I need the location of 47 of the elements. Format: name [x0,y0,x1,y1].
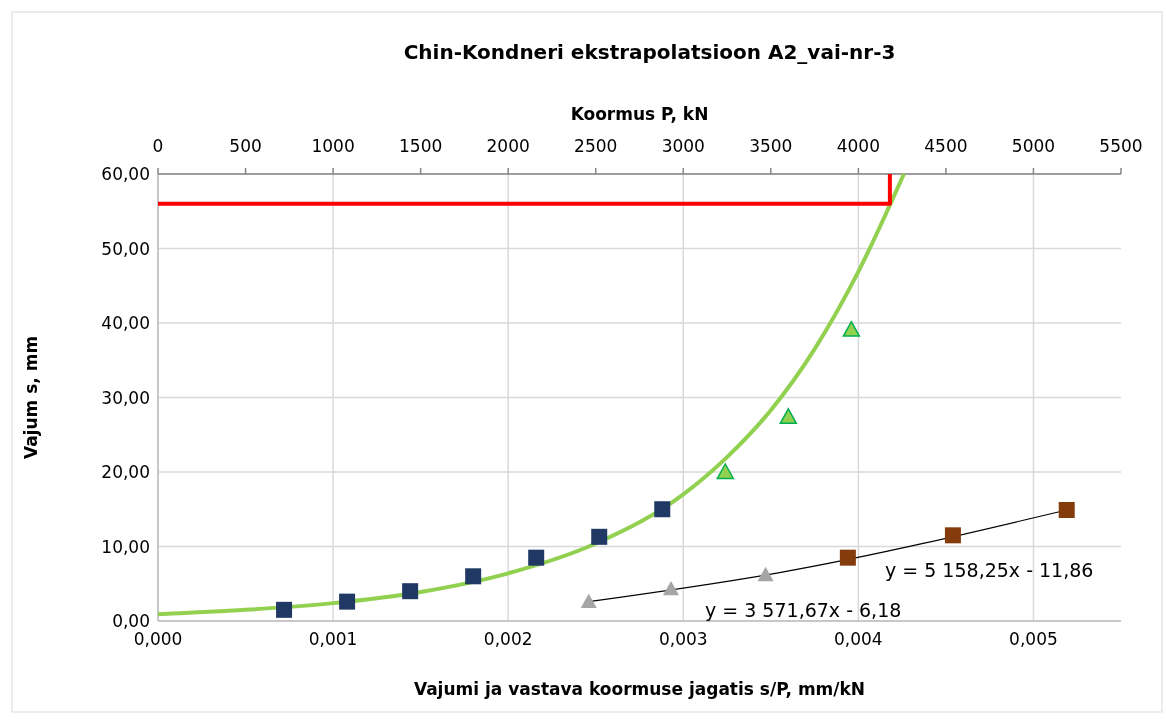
x2-tick-label: 2500 [574,136,618,156]
chart-title: Chin-Kondneri ekstrapolatsioon A2_vai-nr-3 [403,40,896,64]
y-tick-label: 20,00 [101,462,150,482]
y-tick-label: 30,00 [101,387,150,408]
x2-tick-label: 5000 [1011,136,1056,156]
point [654,501,671,518]
point [580,593,597,609]
y-tick-label: 0,00 [112,611,150,631]
x2-tick-label: 4000 [836,136,880,156]
point [716,463,735,480]
x2-tick-label: 0 [152,136,164,156]
x-tick-label: 0,005 [1009,629,1058,649]
point [944,527,961,544]
annotation: y = 3 571,67x - 6,18 [705,599,902,621]
x2-axis-title: Koormus P, kN [570,104,709,124]
y-tick-label: 50,00 [101,238,150,259]
point [1058,502,1075,518]
y-tick-label: 40,00 [101,313,150,333]
x2-tick-label: 3500 [749,136,793,156]
annotation: y = 5 158,25x - 11,86 [885,559,1094,581]
y-tick-label: 60,00 [101,164,150,184]
point [402,583,419,600]
y-axis-title: Vajum s, mm [21,335,41,460]
y-tick-label: 10,00 [101,536,150,557]
x2-tick-label: 500 [229,136,262,156]
x2-tick-label: 4500 [924,136,968,156]
x2-tick-label: 5500 [1099,136,1143,156]
point [663,580,680,596]
x2-tick-label: 1000 [311,136,355,156]
x2-tick-label: 2000 [486,136,530,156]
point [276,601,293,618]
point [339,593,356,610]
x-axis-title: Vajumi ja vastava koormuse jagatis s/P, mm/kN [413,679,866,699]
x-tick-label: 0,000 [133,629,183,649]
x-tick-label: 0,002 [483,629,533,649]
point [839,549,856,566]
point [757,566,774,582]
point [779,408,798,425]
x2-tick-label: 1500 [399,136,443,156]
x-tick-label: 0,004 [834,629,883,649]
point [465,568,482,585]
x-tick-label: 0,003 [658,629,708,649]
point [591,528,608,545]
point [842,320,861,337]
x2-tick-label: 3000 [661,136,705,156]
x-tick-label: 0,001 [308,629,358,649]
point [528,549,545,566]
